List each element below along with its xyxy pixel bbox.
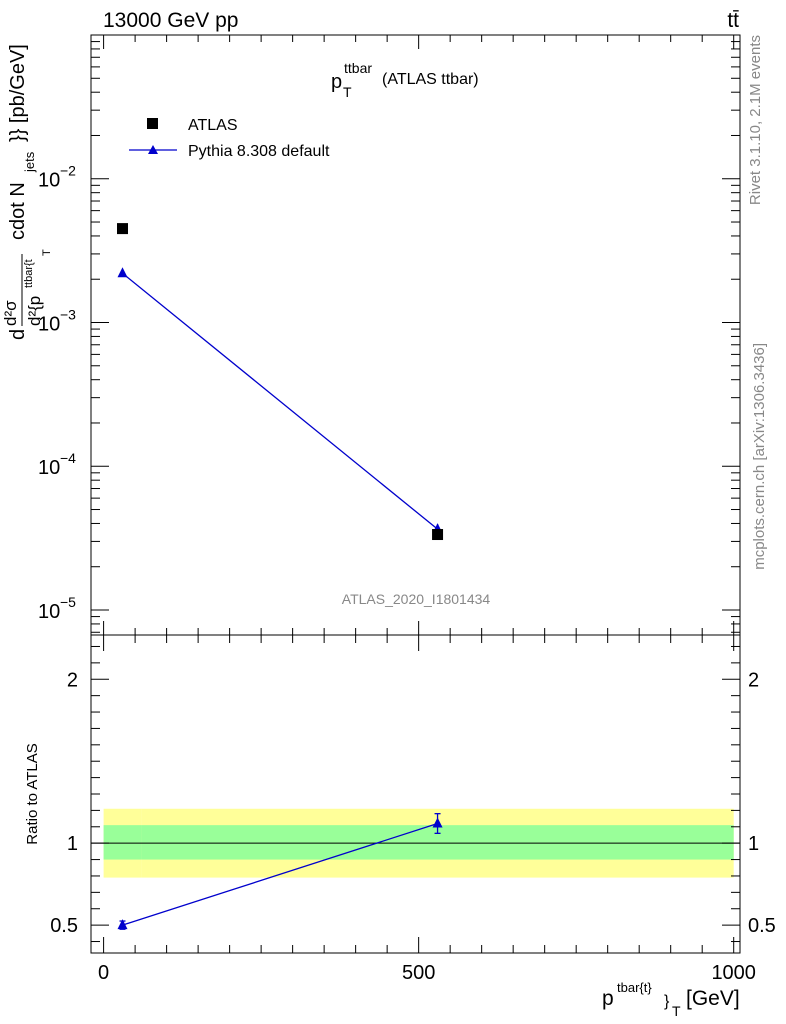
ylabel-denominator-sup: ttbar{t (23, 259, 35, 288)
ylabel-cdot: cdot N (7, 182, 29, 240)
ratio-y-axis-label: Ratio to ATLAS (24, 743, 41, 844)
main-y-tick-base: 10 (38, 170, 60, 192)
ratio-y-tick-label-left: 2 (67, 669, 78, 691)
legend-pythia-label: Pythia 8.308 default (188, 143, 330, 160)
rivet-label: Rivet 3.1.10, 2.1M events (747, 35, 764, 205)
atlas-point (432, 529, 444, 541)
ylabel-d: d (7, 329, 29, 340)
ratio-y-tick-label-right: 0.5 (748, 915, 776, 937)
ratio-uncertainty-bands (91, 808, 740, 878)
legend-atlas-marker (147, 118, 158, 129)
ylabel-denominator-sub: T (41, 249, 53, 256)
legend-atlas-label: ATLAS (188, 117, 238, 134)
main-y-tick-base: 10 (38, 601, 60, 623)
main-y-tick-labels: 10−510−410−310−2 (38, 163, 76, 623)
mcplots-label: mcplots.cern.ch [arXiv:1306.3436] (751, 343, 768, 570)
ratio-band-green (103, 825, 142, 860)
plot-title-sub: T (343, 84, 352, 100)
main-y-tick-exp: −2 (60, 163, 76, 179)
ratio-panel: 0.5 0.5 1 1 2 2 0 500 1000 (50, 634, 776, 984)
x-axis-label: p tbar{t} } T [GeV] (602, 980, 740, 1019)
main-y-tick-label: 10 −3 (38, 306, 76, 335)
main-y-tick-base: 10 (38, 313, 60, 335)
ratio-y-tick-label-right: 2 (748, 669, 759, 691)
xlabel-main: p (602, 987, 614, 1010)
main-axis-ticks (91, 34, 740, 635)
xlabel-mid: } (664, 993, 670, 1010)
main-y-tick-exp: −3 (60, 306, 76, 322)
ratio-data-points (117, 813, 443, 930)
pythia-series-line (122, 272, 438, 530)
xlabel-unit: [GeV] (686, 987, 740, 1010)
ylabel-numerator-sup: ttbar (0, 280, 3, 302)
energy-label: 13000 GeV pp (103, 9, 238, 32)
main-y-tick-label: 10 −4 (38, 450, 76, 479)
ratio-tick-labels: 0.5 0.5 1 1 2 2 0 500 1000 (50, 669, 776, 984)
main-y-tick-exp: −5 (60, 594, 76, 610)
x-tick-label: 500 (402, 962, 435, 984)
ylabel-denominator: d²{p (25, 296, 44, 326)
plot-title-rest: (ATLAS ttbar) (382, 71, 479, 88)
legend: ATLAS Pythia 8.308 default (129, 117, 330, 160)
ratio-y-tick-label-left: 0.5 (50, 915, 78, 937)
main-y-tick-exp: −4 (60, 450, 76, 466)
process-label: tt̄ (727, 9, 739, 32)
x-tick-label: 1000 (711, 962, 756, 984)
analysis-watermark: ATLAS_2020_I1801434 (342, 591, 491, 607)
ratio-y-tick-label-left: 1 (67, 833, 78, 855)
ylabel-jets: jets (22, 151, 37, 173)
ratio-y-tick-label-right: 1 (748, 833, 759, 855)
main-data-points (117, 223, 444, 541)
ratio-pythia-point (117, 919, 128, 930)
ylabel-unit: }} [pb/GeV] (7, 44, 29, 142)
atlas-point (117, 223, 129, 235)
ratio-panel-frame (90, 634, 741, 954)
x-tick-label: 0 (98, 962, 109, 984)
main-panel: 10−510−410−310−2 p ttbar T (ATLAS ttbar)… (38, 34, 741, 636)
plot-title-main: p (331, 71, 342, 93)
ratio-pythia-point (432, 817, 443, 828)
pythia-point (117, 267, 128, 278)
plot-title-sup: ttbar (344, 60, 372, 76)
xlabel-sub: T (672, 1003, 681, 1019)
legend-pythia-marker (148, 145, 158, 154)
main-y-tick-label: 10 −2 (38, 163, 76, 192)
ratio-pythia-line (122, 822, 438, 926)
xlabel-sup: tbar{t} (617, 980, 652, 995)
ratio-axis-ticks (91, 635, 740, 953)
main-y-axis-label: d d²σ ttbar d²{p ttbar{t T cdot N jets }… (0, 44, 53, 340)
main-y-tick-base: 10 (38, 457, 60, 479)
ylabel-numerator: d²σ (1, 300, 20, 326)
main-y-tick-label: 10 −5 (38, 594, 76, 623)
plot-title: p ttbar T (ATLAS ttbar) (331, 60, 479, 100)
